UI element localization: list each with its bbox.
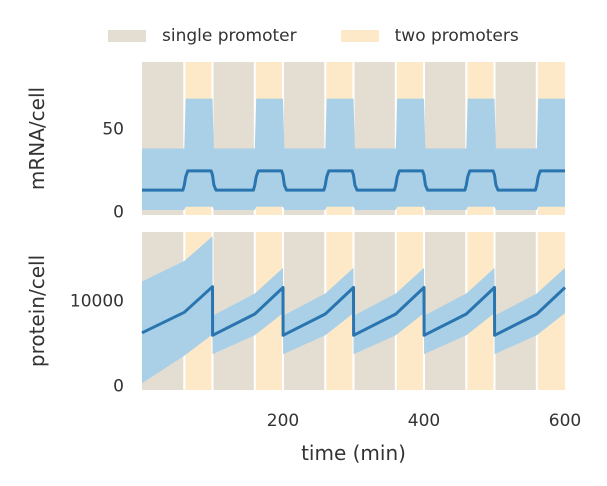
mean-line	[141, 285, 567, 337]
legend: single promoter two promoters	[108, 26, 563, 46]
legend-label-two-promoters: two promoters	[394, 26, 519, 46]
x-axis-label: time (min)	[301, 441, 406, 465]
x-tick-label: 200	[267, 411, 299, 431]
y-tick-label: 50	[102, 120, 124, 140]
legend-swatch-single-promoter	[108, 30, 146, 42]
mrna-panel: 0 50	[102, 62, 565, 223]
legend-item-two-promoters: two promoters	[340, 26, 519, 46]
y-tick-label: 0	[113, 377, 124, 397]
legend-item-single-promoter: single promoter	[108, 26, 297, 46]
x-tick-label: 400	[408, 411, 440, 431]
variability-band	[142, 98, 565, 210]
x-tick-label: 600	[549, 411, 581, 431]
protein-y-axis-label: protein/cell	[25, 255, 49, 367]
legend-label-single-promoter: single promoter	[162, 26, 297, 46]
mrna-y-axis-label: mRNA/cell	[25, 87, 49, 190]
y-tick-label: 10000	[70, 291, 124, 311]
mean-line	[142, 169, 565, 192]
y-tick-label: 0	[113, 203, 124, 223]
legend-swatch-two-promoters	[340, 30, 379, 42]
protein-panel: 0 10000 200 400 600	[70, 232, 581, 431]
